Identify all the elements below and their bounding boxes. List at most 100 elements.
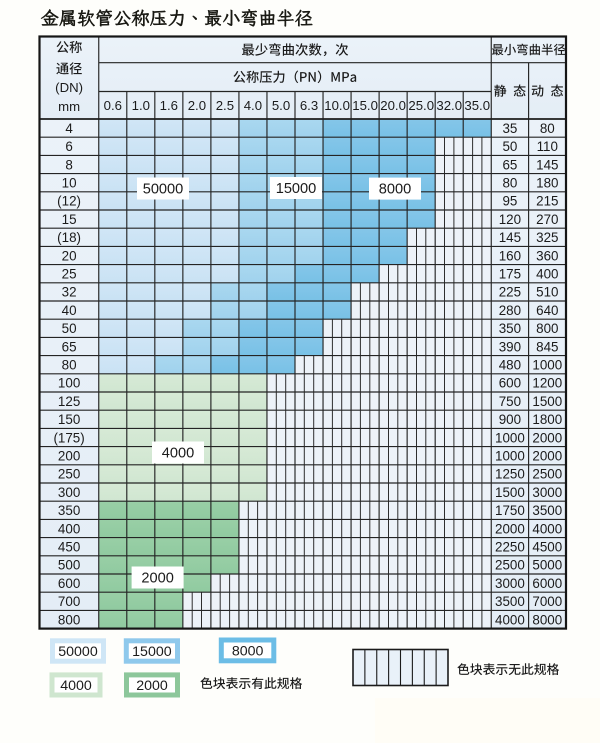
svg-text:35.0: 35.0 <box>464 98 490 113</box>
svg-text:350: 350 <box>58 503 80 518</box>
svg-text:15: 15 <box>62 212 77 227</box>
svg-text:15.0: 15.0 <box>352 98 378 113</box>
svg-text:5000: 5000 <box>532 558 562 573</box>
svg-text:600: 600 <box>499 376 521 391</box>
svg-text:95: 95 <box>502 194 517 209</box>
svg-text:1.0: 1.0 <box>132 98 150 113</box>
svg-text:2500: 2500 <box>495 558 525 573</box>
svg-text:3500: 3500 <box>532 503 562 518</box>
svg-text:2250: 2250 <box>495 540 525 555</box>
svg-text:400: 400 <box>58 521 80 536</box>
svg-text:80: 80 <box>502 176 517 191</box>
svg-text:1500: 1500 <box>495 485 525 500</box>
svg-text:5.0: 5.0 <box>272 98 290 113</box>
svg-text:2000: 2000 <box>495 521 525 536</box>
svg-text:3000: 3000 <box>532 485 562 500</box>
svg-text:(18): (18) <box>57 230 81 245</box>
svg-text:8000: 8000 <box>232 643 264 659</box>
svg-text:4000: 4000 <box>495 612 525 627</box>
svg-text:215: 215 <box>536 194 558 209</box>
svg-text:40: 40 <box>62 303 77 318</box>
svg-text:800: 800 <box>536 321 558 336</box>
svg-text:8000: 8000 <box>379 182 411 198</box>
svg-text:4.0: 4.0 <box>244 98 262 113</box>
svg-text:3500: 3500 <box>495 594 525 609</box>
svg-text:125: 125 <box>58 394 80 409</box>
svg-text:10: 10 <box>62 176 77 191</box>
svg-text:325: 325 <box>536 230 558 245</box>
svg-text:80: 80 <box>540 121 555 136</box>
svg-text:32.0: 32.0 <box>436 98 462 113</box>
svg-text:800: 800 <box>58 612 80 627</box>
svg-text:1500: 1500 <box>532 394 562 409</box>
svg-text:2500: 2500 <box>532 467 562 482</box>
svg-text:2.5: 2.5 <box>216 98 234 113</box>
svg-text:1000: 1000 <box>495 449 525 464</box>
svg-text:640: 640 <box>536 303 558 318</box>
svg-text:250: 250 <box>58 467 80 482</box>
svg-text:8000: 8000 <box>532 612 562 627</box>
svg-text:225: 225 <box>499 285 521 300</box>
svg-text:145: 145 <box>536 157 558 172</box>
svg-text:900: 900 <box>499 412 521 427</box>
svg-text:145: 145 <box>499 230 521 245</box>
svg-text:390: 390 <box>499 339 521 354</box>
svg-text:120: 120 <box>499 212 521 227</box>
svg-text:450: 450 <box>58 540 80 555</box>
svg-text:160: 160 <box>499 248 521 263</box>
svg-text:mm: mm <box>58 99 80 114</box>
svg-text:1250: 1250 <box>495 467 525 482</box>
svg-text:20.0: 20.0 <box>380 98 406 113</box>
svg-text:175: 175 <box>499 267 521 282</box>
svg-text:6.3: 6.3 <box>300 98 318 113</box>
svg-text:480: 480 <box>499 358 521 373</box>
svg-text:360: 360 <box>536 248 558 263</box>
svg-text:700: 700 <box>58 594 80 609</box>
svg-text:65: 65 <box>62 339 77 354</box>
svg-text:25.0: 25.0 <box>408 98 434 113</box>
svg-text:4: 4 <box>65 121 73 136</box>
svg-text:80: 80 <box>62 358 77 373</box>
svg-text:400: 400 <box>536 267 558 282</box>
svg-text:32: 32 <box>62 285 77 300</box>
svg-text:6: 6 <box>65 139 72 154</box>
svg-text:(DN): (DN) <box>55 80 83 95</box>
svg-text:845: 845 <box>536 339 558 354</box>
svg-text:2000: 2000 <box>136 678 168 694</box>
svg-text:500: 500 <box>58 558 80 573</box>
svg-text:110: 110 <box>537 139 558 154</box>
svg-text:50000: 50000 <box>58 644 98 660</box>
svg-text:(12): (12) <box>57 194 81 209</box>
svg-text:600: 600 <box>58 576 80 591</box>
svg-text:4000: 4000 <box>532 521 562 536</box>
svg-text:3000: 3000 <box>495 576 525 591</box>
svg-text:8: 8 <box>65 157 72 172</box>
svg-text:65: 65 <box>502 157 517 172</box>
svg-text:7000: 7000 <box>532 594 562 609</box>
svg-text:300: 300 <box>58 485 80 500</box>
svg-text:200: 200 <box>58 449 80 464</box>
svg-text:0.6: 0.6 <box>104 98 122 113</box>
svg-text:750: 750 <box>499 394 521 409</box>
svg-text:270: 270 <box>536 212 558 227</box>
svg-text:100: 100 <box>58 376 80 391</box>
svg-text:15000: 15000 <box>132 644 172 660</box>
svg-text:50000: 50000 <box>143 182 184 198</box>
svg-text:35: 35 <box>502 121 517 136</box>
svg-text:6000: 6000 <box>532 576 562 591</box>
svg-text:1000: 1000 <box>532 358 562 373</box>
svg-text:1800: 1800 <box>532 412 562 427</box>
svg-text:1000: 1000 <box>495 430 525 445</box>
svg-text:20: 20 <box>62 248 77 263</box>
svg-text:50: 50 <box>502 139 517 154</box>
svg-text:15000: 15000 <box>276 181 317 197</box>
svg-text:2000: 2000 <box>141 571 173 587</box>
svg-text:180: 180 <box>536 176 558 191</box>
svg-text:2000: 2000 <box>532 430 562 445</box>
svg-text:1.6: 1.6 <box>160 98 178 113</box>
svg-text:1750: 1750 <box>495 503 525 518</box>
svg-text:4500: 4500 <box>532 540 562 555</box>
svg-text:1200: 1200 <box>532 376 562 391</box>
svg-text:150: 150 <box>58 412 80 427</box>
svg-text:2000: 2000 <box>532 449 562 464</box>
